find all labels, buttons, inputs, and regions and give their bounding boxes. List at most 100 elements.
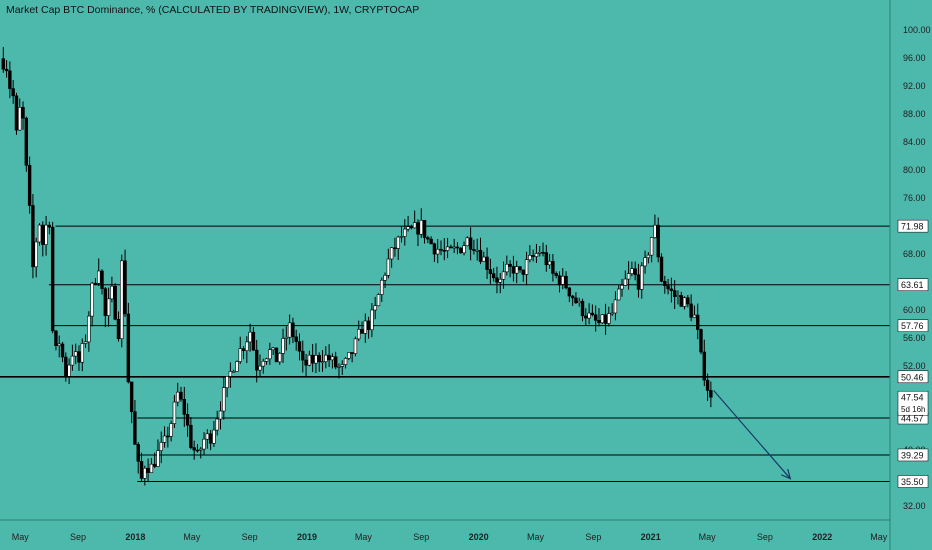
candle[interactable]: [393, 237, 397, 257]
candle[interactable]: [663, 275, 667, 294]
candle[interactable]: [310, 344, 315, 373]
candle[interactable]: [538, 245, 542, 257]
candle[interactable]: [103, 286, 108, 328]
candle[interactable]: [139, 452, 144, 482]
candle[interactable]: [577, 297, 581, 307]
candle[interactable]: [317, 352, 321, 372]
candle[interactable]: [159, 431, 163, 464]
candle[interactable]: [350, 352, 354, 363]
candle[interactable]: [689, 294, 693, 322]
candle[interactable]: [4, 60, 9, 78]
candle[interactable]: [208, 430, 213, 451]
projection-arrow[interactable]: [713, 390, 791, 480]
candle[interactable]: [491, 267, 496, 282]
candle[interactable]: [551, 254, 555, 282]
candle[interactable]: [607, 306, 611, 327]
candle[interactable]: [702, 339, 706, 387]
candle[interactable]: [24, 116, 29, 172]
candle[interactable]: [258, 354, 262, 377]
candle[interactable]: [80, 338, 84, 372]
candle[interactable]: [587, 303, 591, 325]
candle[interactable]: [692, 305, 697, 318]
candle[interactable]: [459, 247, 463, 254]
candle[interactable]: [73, 343, 78, 365]
candle[interactable]: [366, 316, 371, 339]
candle[interactable]: [248, 323, 252, 352]
candle[interactable]: [544, 244, 549, 272]
candle[interactable]: [54, 330, 58, 351]
candle[interactable]: [330, 353, 335, 369]
candle[interactable]: [600, 314, 604, 325]
candle[interactable]: [630, 261, 634, 277]
candle[interactable]: [696, 303, 700, 340]
candle[interactable]: [152, 452, 157, 469]
candle[interactable]: [218, 401, 223, 430]
candle[interactable]: [686, 294, 690, 308]
candle[interactable]: [202, 432, 206, 456]
candle[interactable]: [432, 242, 437, 262]
candle[interactable]: [449, 244, 453, 249]
candle[interactable]: [422, 219, 427, 244]
candle[interactable]: [320, 350, 325, 372]
candle[interactable]: [235, 360, 239, 372]
candle[interactable]: [123, 249, 127, 317]
candle[interactable]: [120, 254, 124, 348]
candle[interactable]: [27, 156, 32, 214]
candle[interactable]: [672, 280, 677, 309]
candle[interactable]: [590, 304, 595, 317]
candle[interactable]: [597, 308, 601, 327]
candle[interactable]: [228, 362, 233, 388]
candle[interactable]: [656, 217, 660, 263]
candle[interactable]: [439, 240, 443, 256]
candle[interactable]: [182, 386, 187, 427]
candle[interactable]: [475, 238, 479, 261]
candle[interactable]: [251, 326, 256, 351]
candle[interactable]: [50, 221, 55, 334]
candle[interactable]: [284, 326, 289, 351]
candle[interactable]: [156, 439, 160, 467]
candle[interactable]: [333, 351, 338, 370]
candle[interactable]: [149, 457, 154, 474]
candle[interactable]: [363, 313, 368, 343]
candle[interactable]: [274, 347, 279, 363]
candle[interactable]: [245, 336, 249, 364]
candle[interactable]: [307, 350, 312, 367]
candle[interactable]: [528, 245, 532, 263]
candle[interactable]: [31, 193, 35, 279]
candle[interactable]: [518, 266, 522, 273]
candle[interactable]: [340, 360, 344, 375]
candle[interactable]: [669, 277, 674, 303]
candle[interactable]: [18, 98, 22, 131]
candle[interactable]: [488, 258, 493, 284]
candle[interactable]: [327, 344, 331, 367]
candle[interactable]: [613, 291, 618, 321]
candle[interactable]: [264, 357, 269, 365]
candle[interactable]: [396, 235, 400, 261]
candle[interactable]: [541, 242, 545, 257]
candle[interactable]: [646, 252, 651, 264]
candle[interactable]: [547, 254, 552, 269]
candle[interactable]: [110, 276, 114, 303]
candle[interactable]: [67, 358, 71, 385]
candle[interactable]: [640, 262, 644, 299]
candle[interactable]: [501, 261, 506, 289]
candle[interactable]: [281, 328, 285, 363]
candle[interactable]: [116, 311, 121, 342]
candle[interactable]: [47, 221, 52, 235]
candle[interactable]: [287, 314, 292, 345]
candle[interactable]: [215, 410, 219, 436]
candle[interactable]: [383, 272, 387, 289]
candle[interactable]: [389, 247, 394, 268]
candle[interactable]: [97, 258, 101, 287]
candle[interactable]: [610, 303, 614, 316]
candle[interactable]: [442, 238, 446, 261]
candle[interactable]: [205, 429, 210, 449]
candle[interactable]: [87, 311, 91, 352]
candle[interactable]: [495, 266, 499, 294]
candle[interactable]: [508, 260, 512, 278]
candle[interactable]: [521, 269, 525, 282]
candle[interactable]: [301, 340, 305, 373]
candle[interactable]: [353, 336, 358, 357]
candle[interactable]: [554, 271, 558, 279]
